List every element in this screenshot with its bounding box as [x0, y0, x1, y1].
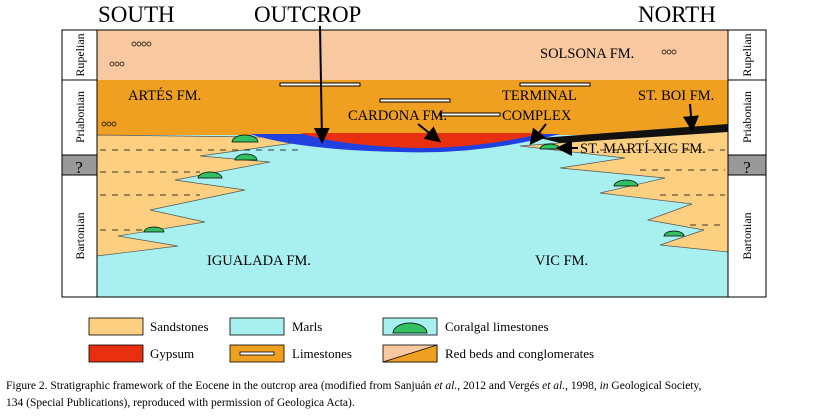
stage-label: Rupelian	[740, 33, 754, 76]
legend-label: Coralgal limestones	[445, 319, 549, 334]
formation-label: CARDONA FM.	[348, 108, 447, 124]
caption-text: et al.	[434, 380, 457, 392]
legend-label: Marls	[292, 319, 322, 334]
caption-text: Geological Society,	[609, 380, 702, 392]
caption-text: in	[600, 380, 609, 392]
stage-label: Priabonian	[73, 91, 87, 143]
formation-label: SOLSONA FM.	[540, 46, 634, 62]
legend-label: Sandstones	[150, 319, 209, 334]
formation-label: IGUALADA FM.	[207, 253, 311, 269]
formation-label: VIC FM.	[535, 253, 588, 269]
sandstone-north	[519, 129, 729, 253]
stage-label: ?	[743, 158, 751, 177]
caption-text: , 1998,	[565, 380, 600, 392]
stage-label: Rupelian	[73, 33, 87, 76]
limestones	[97, 80, 728, 135]
stage-label: Priabonian	[740, 91, 754, 143]
coralgal-symbols	[143, 134, 685, 237]
arrows	[313, 25, 699, 156]
frame	[61, 29, 767, 298]
caption: 134 (Special Publications), reproduced w…	[6, 397, 355, 409]
unknown-cell	[62, 155, 97, 175]
bedding-lines	[100, 149, 725, 231]
unknown-cell	[728, 155, 766, 175]
stage-label: Bartonian	[740, 212, 754, 259]
caption-text: , 2012 and Vergés	[457, 380, 542, 392]
legend-label: Limestones	[292, 346, 352, 361]
st-boi-wedge	[540, 124, 728, 143]
header-north: NORTH	[638, 2, 716, 27]
legend-swatches	[88, 317, 438, 363]
sandstone-south	[96, 134, 331, 257]
header-south: SOUTH	[98, 2, 175, 27]
formation-label: COMPLEX	[502, 108, 572, 124]
red-beds	[97, 30, 728, 80]
formation-label: ST. MARTÍ XIC FM.	[580, 140, 706, 157]
formation-label: ARTÉS FM.	[128, 87, 201, 104]
stage-label: Bartonian	[73, 212, 87, 259]
gypsum	[300, 133, 545, 148]
conglomerate-symbols	[101, 41, 677, 127]
legend-label: Gypsum	[150, 346, 194, 361]
header-outcrop: OUTCROP	[254, 2, 361, 27]
caption-text: et al.	[542, 380, 565, 392]
stage-label: ?	[75, 158, 83, 177]
formation-label: ST. BOI FM.	[638, 88, 714, 104]
caption: Figure 2. Stratigraphic framework of the…	[6, 380, 701, 392]
caption-text: Figure 2. Stratigraphic framework of the…	[6, 380, 434, 392]
legend-label: Red beds and conglomerates	[445, 346, 594, 361]
formation-label: TERMINAL	[502, 88, 577, 104]
